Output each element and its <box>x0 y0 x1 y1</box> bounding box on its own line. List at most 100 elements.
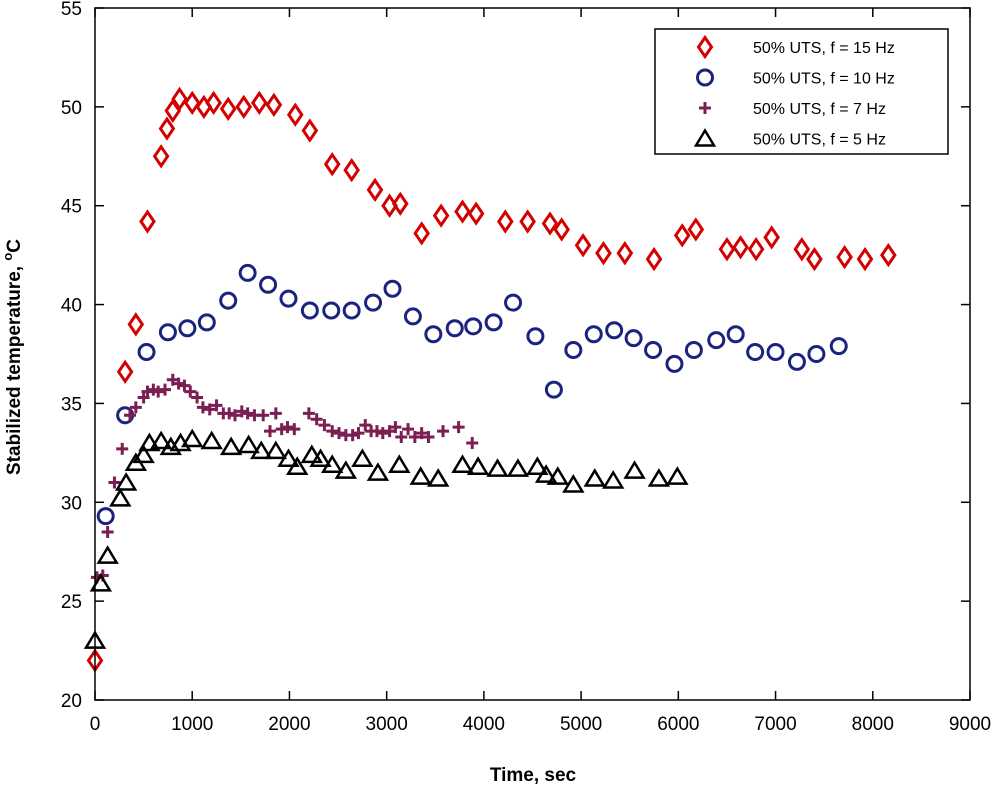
y-axis-label: Stabilized temperature, oC <box>0 239 25 475</box>
axes-frame <box>94 7 971 701</box>
data-point-circle <box>219 291 238 310</box>
data-point-diamond <box>265 92 283 118</box>
legend-label: 50% UTS, f = 15 Hz <box>753 40 895 57</box>
data-point-circle <box>807 345 826 363</box>
data-point-triangle <box>546 466 569 485</box>
data-point-triangle <box>506 458 530 477</box>
data-point-triangle <box>623 460 646 479</box>
data-point-circle <box>526 327 545 346</box>
data-point-triangle <box>286 456 309 475</box>
y-tick-label: 45 <box>61 197 82 218</box>
data-point-triangle <box>181 428 204 448</box>
data-point-triangle <box>96 545 119 564</box>
data-point-diamond <box>323 152 341 177</box>
data-point-plus <box>326 425 339 438</box>
series-diamond <box>86 86 897 673</box>
data-point-diamond <box>747 237 765 262</box>
data-point-diamond <box>673 223 691 248</box>
data-point-plus <box>241 407 254 420</box>
data-point-diamond <box>413 221 430 246</box>
data-point-triangle <box>426 468 450 487</box>
data-point-triangle <box>466 456 490 475</box>
data-point-triangle <box>583 468 606 487</box>
data-point-plus <box>288 423 301 436</box>
y-tick-label: 35 <box>61 394 82 415</box>
data-point-plus <box>395 431 408 444</box>
data-point-plus <box>281 421 294 434</box>
data-point-plus <box>152 385 165 398</box>
data-point-circle <box>624 329 643 348</box>
data-point-circle <box>342 301 361 320</box>
data-point-diamond <box>687 217 705 242</box>
data-point-triangle <box>534 464 558 483</box>
data-point-plus <box>223 407 236 420</box>
data-point-plus <box>318 419 331 432</box>
y-tick-label: 50 <box>61 98 82 119</box>
y-tick-label: 25 <box>61 592 82 613</box>
data-point-diamond <box>219 96 237 121</box>
data-point-plus <box>310 413 323 426</box>
x-tick-label: 3000 <box>366 714 408 735</box>
data-point-plus <box>210 399 223 412</box>
data-point-diamond <box>595 241 612 266</box>
data-point-diamond <box>519 209 536 234</box>
y-axis-label-degree: o <box>0 253 15 261</box>
data-point-diamond <box>574 233 592 258</box>
data-point-triangle <box>451 454 474 473</box>
data-point-diamond <box>139 209 156 234</box>
data-point-triangle <box>264 440 288 460</box>
data-point-diamond <box>616 241 634 266</box>
data-point-plus <box>229 409 241 422</box>
data-point-triangle <box>149 430 173 450</box>
data-point-plus <box>257 409 270 422</box>
data-point-plus <box>203 403 216 416</box>
data-point-plus <box>359 419 372 432</box>
data-point-diamond <box>793 237 811 262</box>
data-point-diamond <box>391 191 409 216</box>
data-point-plus <box>141 385 154 398</box>
data-point-plus <box>452 421 465 434</box>
legend-label: 50% UTS, f = 7 Hz <box>753 101 886 118</box>
data-point-plus <box>196 401 209 414</box>
legend-label: 50% UTS, f = 10 Hz <box>753 71 895 88</box>
data-point-plus <box>184 385 197 398</box>
data-point-triangle <box>309 448 332 468</box>
data-point-circle <box>644 341 663 360</box>
data-point-diamond <box>164 98 182 123</box>
legend: 50% UTS, f = 15 Hz 50% UTS, f = 10 Hz 50% … <box>654 28 949 155</box>
data-point-circle <box>137 343 156 362</box>
data-point-circle <box>197 313 216 332</box>
data-point-triangle <box>138 432 161 452</box>
data-point-diamond <box>432 203 450 228</box>
data-point-triangle <box>109 487 132 507</box>
data-point-plus <box>466 436 479 449</box>
x-tick-label: 6000 <box>657 714 699 735</box>
y-tick-label: 55 <box>61 0 82 20</box>
legend-marker-diamond <box>696 34 714 60</box>
data-point-circle <box>684 341 703 360</box>
data-point-triangle <box>366 462 390 481</box>
data-point-circle <box>238 263 257 282</box>
data-point-circle <box>96 507 115 526</box>
data-point-diamond <box>553 217 570 242</box>
data-point-circle <box>424 325 443 344</box>
data-point-diamond <box>880 242 897 268</box>
data-point-diamond <box>158 116 176 141</box>
x-tick-label: 9000 <box>949 714 991 735</box>
data-point-diamond <box>541 211 559 236</box>
data-point-triangle <box>200 430 223 450</box>
data-point-circle <box>504 293 523 312</box>
data-point-triangle <box>562 474 585 493</box>
data-point-plus <box>333 427 346 440</box>
series-circle <box>96 263 848 526</box>
y-tick-label: 30 <box>61 493 82 514</box>
x-tick-label: 5000 <box>560 714 602 735</box>
data-point-diamond <box>645 246 663 272</box>
data-point-diamond <box>205 90 222 116</box>
data-point-circle <box>300 301 319 320</box>
data-point-triangle <box>219 436 243 456</box>
data-point-diamond <box>286 102 304 127</box>
data-point-plus <box>124 409 136 422</box>
data-point-plus <box>235 405 248 418</box>
y-axis-label-unit: C <box>4 239 25 253</box>
